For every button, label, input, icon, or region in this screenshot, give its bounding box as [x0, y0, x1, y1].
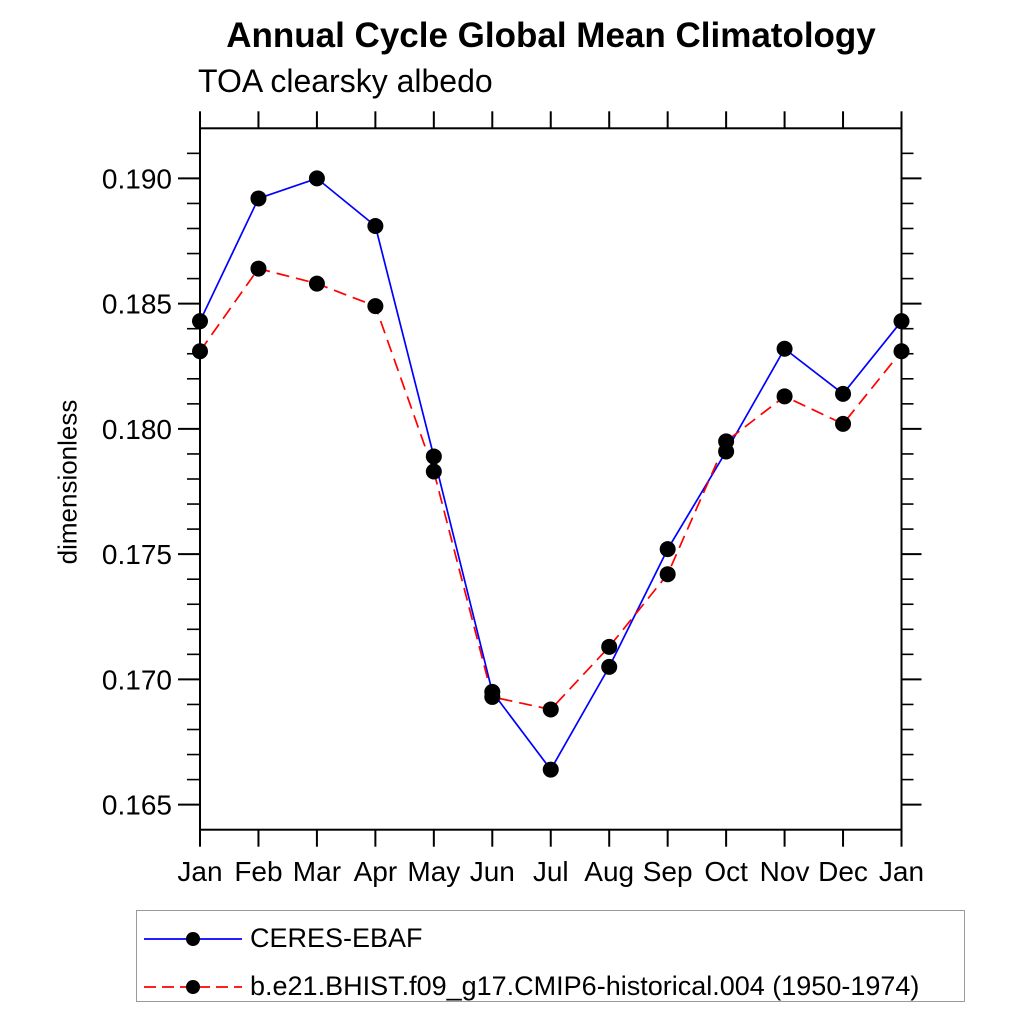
data-point-marker-s1 [835, 415, 852, 432]
data-point-marker-s1 [308, 275, 325, 292]
x-tick-label: Apr [354, 856, 398, 887]
data-point-marker-s0 [835, 385, 852, 402]
x-tick-label: Oct [704, 856, 748, 887]
series-line-0 [199, 177, 903, 772]
data-point-marker-s1 [659, 566, 676, 583]
x-tick-label: Aug [584, 856, 634, 887]
data-point-marker-s1 [250, 260, 267, 277]
data-point-marker-s1 [425, 463, 442, 480]
legend-entry-ceres-ebaf: CERES-EBAF [141, 923, 423, 954]
data-point-marker-s0 [192, 313, 208, 330]
legend-line-sample-0 [144, 931, 242, 946]
y-tick-label: 0.190 [102, 163, 172, 194]
data-point-marker-s0 [367, 217, 384, 234]
x-tick-label: Jan [177, 856, 222, 887]
legend-label-0: CERES-EBAF [250, 923, 423, 953]
chart-subtitle: TOA clearsky albedo [198, 63, 493, 99]
y-tick-label: 0.175 [102, 539, 172, 570]
data-point-marker-s1 [367, 298, 384, 315]
legend-box: CERES-EBAF b.e21.BHIST.f09_g17.CMIP6-his… [136, 910, 965, 1002]
x-tick-label: Jul [533, 856, 569, 887]
data-point-marker-s1 [776, 388, 793, 405]
data-point-marker-s1 [484, 688, 501, 705]
plot-frame [199, 127, 903, 831]
series-line-1 [199, 267, 903, 711]
x-tick-label: May [407, 856, 460, 887]
legend-marker-1 [186, 979, 200, 994]
legend-line-sample-1 [144, 979, 242, 994]
y-tick-label: 0.170 [102, 664, 172, 695]
legend-entry-model: b.e21.BHIST.f09_g17.CMIP6-historical.004… [141, 971, 919, 1002]
x-tick-label: Jan [879, 856, 924, 887]
data-point-marker-s0 [308, 170, 325, 187]
x-tick-label: Jun [470, 856, 515, 887]
data-point-marker-s0 [542, 761, 559, 778]
x-tick-label: Dec [818, 856, 868, 887]
data-point-marker-s0 [601, 658, 618, 675]
y-tick-label: 0.185 [102, 289, 172, 320]
x-tick-label: Sep [643, 856, 693, 887]
legend-marker-0 [186, 931, 200, 946]
data-point-marker-s1 [601, 638, 618, 655]
data-point-marker-s0 [776, 340, 793, 357]
x-tick-label: Mar [293, 856, 341, 887]
x-tick-label: Nov [760, 856, 810, 887]
data-point-marker-s1 [718, 433, 735, 450]
chart-title: Annual Cycle Global Mean Climatology [226, 16, 876, 55]
data-point-marker-s1 [893, 343, 910, 360]
legend-label-1: b.e21.BHIST.f09_g17.CMIP6-historical.004… [250, 971, 920, 1001]
data-point-marker-s0 [250, 190, 267, 207]
data-point-marker-s0 [659, 541, 676, 558]
data-point-marker-s0 [425, 448, 442, 465]
y-tick-label: 0.180 [102, 414, 172, 445]
x-tick-label: Feb [234, 856, 282, 887]
data-point-marker-s1 [542, 701, 559, 718]
data-point-marker-s1 [192, 343, 208, 360]
data-point-marker-s0 [893, 313, 910, 330]
y-tick-label: 0.165 [102, 790, 172, 821]
